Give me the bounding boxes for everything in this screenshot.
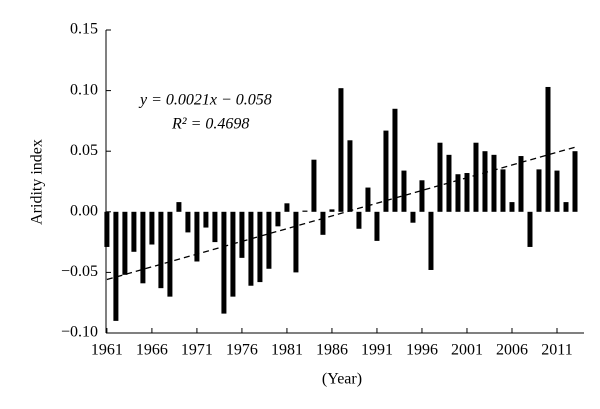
bar: [464, 173, 470, 212]
bar: [176, 202, 182, 212]
bar: [329, 209, 335, 212]
bar: [257, 211, 263, 283]
bar: [149, 211, 155, 245]
bar: [185, 211, 191, 233]
bar: [545, 86, 551, 212]
bar: [383, 130, 389, 212]
bar: [419, 180, 425, 212]
equation: y = 0.0021x − 0.058: [138, 92, 272, 109]
bar: [320, 211, 326, 235]
bar: [140, 211, 146, 284]
bar: [365, 187, 371, 212]
y-tick-label: 0.05: [70, 142, 98, 159]
bar: [113, 211, 119, 321]
y-axis-title: Aridity index: [29, 139, 46, 225]
r-squared: R² = 0.4698: [171, 116, 249, 133]
bar: [401, 170, 407, 212]
bar: [275, 211, 281, 227]
bar: [392, 108, 398, 212]
bar: [374, 211, 380, 241]
x-tick-label: 1986: [316, 342, 348, 359]
bar: [518, 156, 524, 212]
x-tick-label: 1966: [136, 342, 168, 359]
bar: [527, 211, 533, 247]
x-tick-label: 1971: [181, 342, 213, 359]
x-tick-label: 1991: [361, 342, 393, 359]
bar: [356, 211, 362, 229]
bar: [482, 151, 488, 212]
x-tick-label: 1976: [226, 342, 258, 359]
bar: [293, 211, 299, 273]
bar: [509, 202, 515, 212]
bar: [410, 211, 416, 223]
bar: [167, 211, 173, 297]
bar: [194, 211, 200, 262]
bar: [473, 142, 479, 212]
bar: [221, 211, 227, 314]
x-tick-label: 1996: [406, 342, 438, 359]
bar: [491, 154, 497, 212]
bar: [563, 202, 569, 212]
y-tick-label: −0.05: [61, 263, 98, 280]
x-tick-label: 2011: [541, 342, 572, 359]
bar: [536, 169, 542, 212]
bar: [158, 211, 164, 289]
bar: [230, 211, 236, 297]
bar: [347, 140, 353, 212]
y-tick-label: 0.00: [70, 202, 98, 219]
bar: [338, 88, 344, 212]
bar: [239, 211, 245, 258]
bar: [131, 211, 137, 252]
x-tick-label: 2006: [496, 342, 528, 359]
y-tick-label: −0.10: [61, 324, 98, 341]
bar: [311, 159, 317, 212]
bar: [572, 151, 578, 212]
bar: [284, 203, 290, 212]
bar: [248, 211, 254, 286]
bar: [428, 211, 434, 270]
y-tick-label: 0.10: [70, 81, 98, 98]
x-tick-label: 2001: [451, 342, 483, 359]
x-tick-label: 1981: [271, 342, 303, 359]
y-tick-label: 0.15: [70, 21, 98, 38]
bar: [554, 170, 560, 212]
bar: [437, 142, 443, 212]
trend-line: [106, 146, 576, 281]
bar: [212, 211, 218, 243]
bar: [455, 174, 461, 212]
bar: [104, 211, 110, 247]
bar: [500, 169, 506, 212]
x-axis-title: (Year): [322, 371, 362, 388]
bar: [203, 211, 209, 228]
bar: [266, 211, 272, 269]
bar: [302, 210, 308, 212]
x-tick-label: 1961: [91, 342, 123, 359]
bar: [122, 211, 128, 275]
